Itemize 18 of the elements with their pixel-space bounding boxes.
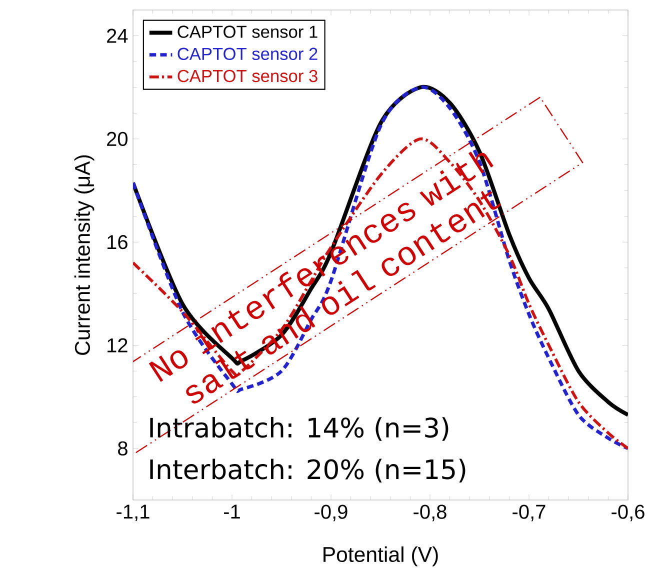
- y-tick-label: 8: [118, 441, 128, 456]
- legend-label: CAPTOT sensor 2: [178, 48, 318, 60]
- y-tick-label: 20: [107, 132, 128, 146]
- x-tick-label: -0,8: [414, 504, 446, 522]
- x-tick-label: -0,9: [314, 504, 348, 522]
- annotation: Intrabatch: 14% (n=3): [150, 417, 448, 441]
- x-tick-label: -1,1: [116, 504, 150, 522]
- x-tick-label: -1: [224, 504, 240, 518]
- y-tick-label: 24: [107, 28, 128, 43]
- legend-label: CAPTOT sensor 3: [178, 70, 318, 82]
- y-axis-title: Current intensity (μA): [74, 155, 94, 355]
- y-tick-label: 12: [108, 338, 128, 352]
- legend-label: CAPTOT sensor 1: [178, 26, 318, 38]
- x-tick-label: -0,6: [612, 504, 644, 522]
- x-axis-title: Potential (V): [324, 546, 438, 566]
- annotation: Interbatch: 20% (n=15): [150, 458, 466, 482]
- x-tick-label: -0,7: [512, 504, 546, 522]
- y-tick-label: 16: [108, 235, 128, 250]
